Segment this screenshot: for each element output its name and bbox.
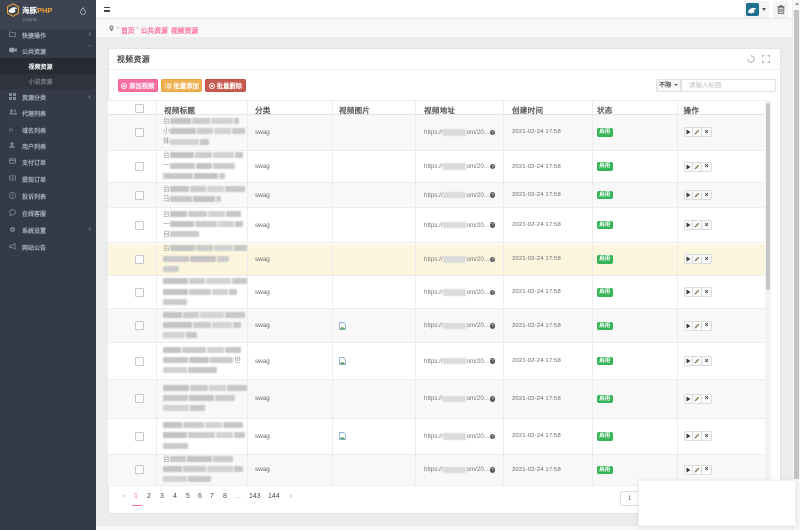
svg-text:in: in [9,127,13,132]
